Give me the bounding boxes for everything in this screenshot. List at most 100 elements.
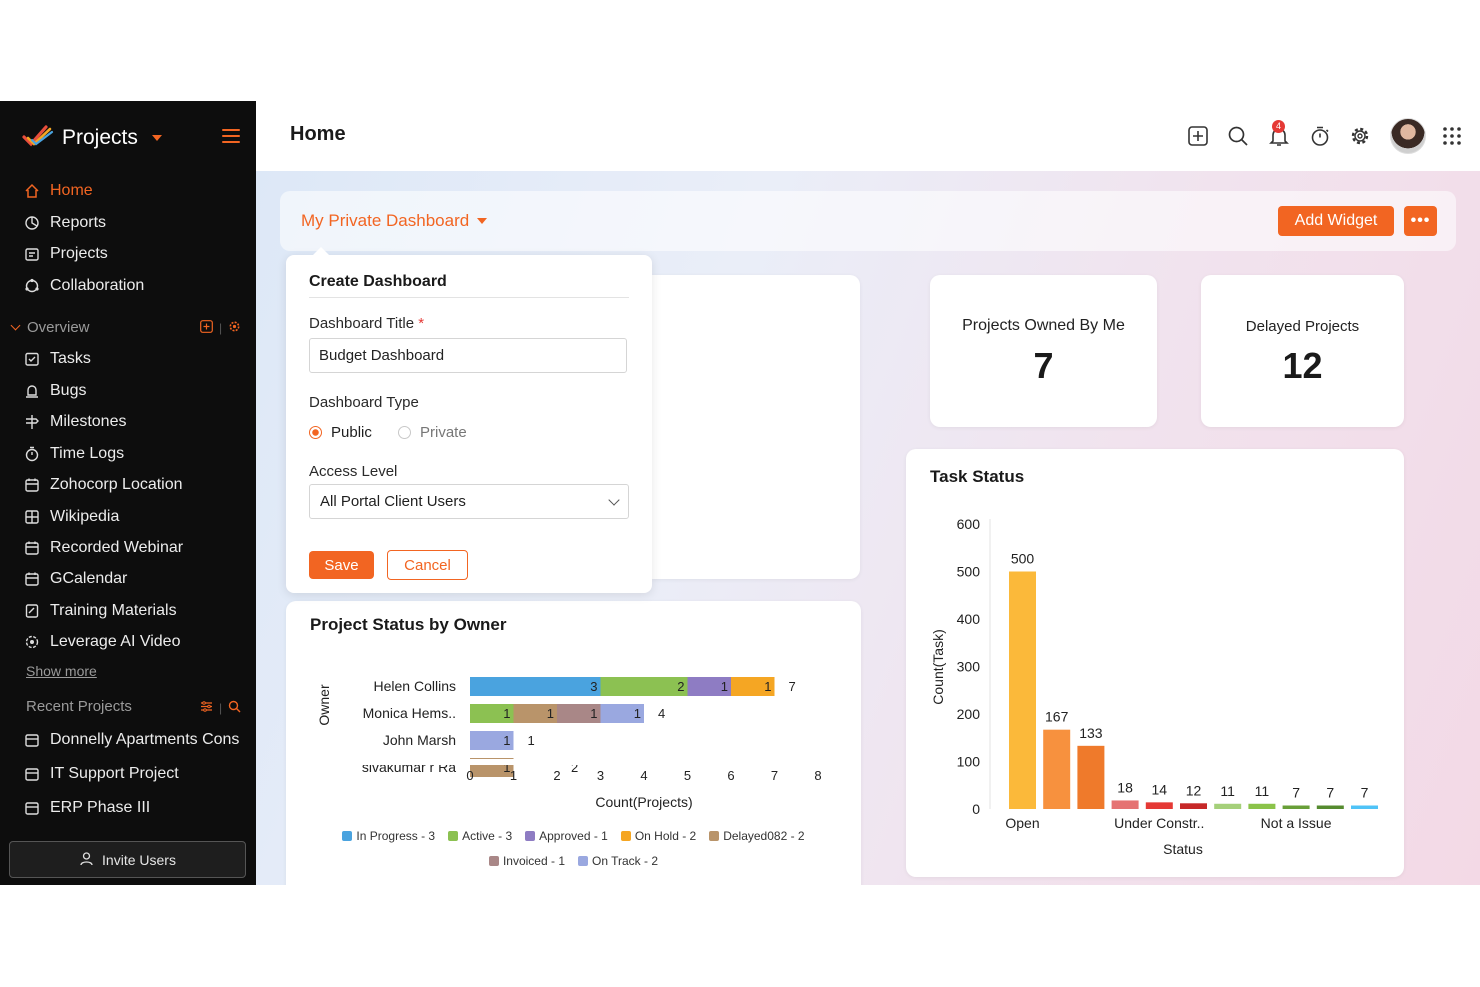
data-label: 1 [721, 679, 728, 694]
recent-projects-heading: Recent Projects [26, 698, 132, 715]
y-tick-label: Monica Hems.. [363, 705, 456, 721]
project-folder-icon [24, 732, 40, 748]
project-status-card: Project Status by Owner Helen Collins 3 2 1… [286, 601, 861, 885]
more-options-button[interactable]: ••• [1404, 206, 1437, 236]
sidebar-item-label: Bugs [50, 382, 87, 399]
gear-icon[interactable] [228, 320, 241, 336]
add-icon[interactable] [200, 320, 213, 336]
create-dashboard-popup: Create Dashboard Dashboard Title * Dashb… [286, 247, 652, 593]
legend-item[interactable]: Active - 3 [448, 829, 512, 843]
sidebar-item-training-materials[interactable]: Training Materials [24, 599, 177, 623]
dashboard-title-field[interactable] [309, 338, 627, 373]
sidebar-item-home[interactable]: Home [24, 179, 93, 203]
save-button[interactable]: Save [309, 551, 374, 579]
bar [1111, 800, 1139, 809]
kpi-value: 12 [1282, 345, 1323, 386]
total-label: 2 [571, 760, 578, 775]
add-widget-button[interactable]: Add Widget [1278, 206, 1394, 236]
recent-project-item[interactable]: IT Support Project [24, 763, 244, 785]
bar [1282, 805, 1310, 809]
y-tick-label: 100 [957, 754, 981, 770]
x-tick-label: 3 [597, 768, 604, 783]
sidebar-item-collaboration[interactable]: Collaboration [24, 274, 144, 298]
user-icon [79, 851, 94, 869]
sidebar-item-zohocorp-location[interactable]: Zohocorp Location [24, 473, 183, 497]
sidebar-item-tasks[interactable]: Tasks [24, 347, 91, 371]
show-more-link[interactable]: Show more [26, 663, 97, 679]
cancel-button[interactable]: Cancel [387, 550, 468, 580]
legend-item[interactable]: On Track - 2 [578, 854, 658, 868]
sidebar-item-recorded-webinar[interactable]: Recorded Webinar [24, 536, 183, 560]
y-tick-label: 300 [957, 659, 981, 675]
recent-projects-tools: | [200, 700, 241, 716]
apps-grid-icon[interactable] [1441, 125, 1463, 147]
divider [309, 297, 629, 298]
search-icon[interactable] [1227, 125, 1249, 147]
legend-item[interactable]: In Progress - 3 [342, 829, 435, 843]
popup-title: Create Dashboard [309, 273, 447, 290]
sidebar-item-reports[interactable]: Reports [24, 211, 106, 235]
dashboard-selector[interactable]: My Private Dashboard [301, 211, 488, 231]
bar-segment [687, 677, 731, 696]
filter-icon[interactable] [200, 700, 213, 716]
radio-public[interactable]: Public [309, 424, 372, 441]
access-level-select[interactable]: All Portal Client Users [309, 484, 629, 519]
recent-project-item[interactable]: ERP Phase III [24, 797, 244, 819]
bar [1077, 745, 1105, 809]
data-label: 133 [1079, 725, 1103, 741]
invite-users-button[interactable]: Invite Users [9, 841, 246, 878]
sidebar-item-bugs[interactable]: Bugs [24, 379, 86, 403]
legend-item[interactable]: Invoiced - 1 [488, 854, 565, 868]
data-label: 1 [547, 706, 554, 721]
bar [1043, 729, 1071, 809]
sidebar-item-gcalendar[interactable]: GCalendar [24, 567, 127, 591]
calendar-icon [24, 540, 40, 556]
bar-segment [600, 704, 644, 723]
add-icon[interactable] [1187, 125, 1209, 147]
legend-swatch [488, 856, 499, 866]
chart-legend: In Progress - 3 Active - 3 Approved - 1 On … [286, 829, 861, 843]
sidebar-item-milestones[interactable]: Milestones [24, 410, 126, 434]
wiki-icon [24, 509, 40, 525]
brand[interactable]: Projects [22, 123, 162, 153]
chart-title: Task Status [930, 467, 1025, 486]
y-tick-label: 500 [957, 564, 981, 580]
legend-label: On Track - 2 [592, 854, 659, 868]
y-tick-label: John Marsh [383, 732, 456, 748]
access-level-value: All Portal Client Users [320, 493, 466, 510]
recent-project-label: IT Support Project [50, 765, 179, 782]
sidebar-item-time-logs[interactable]: Time Logs [24, 442, 124, 466]
kpi-label: Delayed Projects [1245, 318, 1360, 335]
overview-section-heading[interactable]: Overview [10, 319, 90, 336]
task-status-chart: 0 100 200 300 400 500 600 500 167 133 18 14 12 11 11 7 7… [930, 516, 1378, 857]
data-label: 1 [764, 679, 771, 694]
kpi-card-projects-owned[interactable]: Projects Owned By Me 7 [930, 275, 1157, 427]
search-icon[interactable] [228, 700, 241, 716]
y-tick-label: 0 [972, 801, 980, 817]
timer-icon[interactable] [1309, 125, 1331, 147]
brand-caret-icon[interactable] [151, 135, 162, 141]
legend-item[interactable]: Delayed082 - 2 [709, 829, 805, 843]
ai-icon [24, 634, 40, 650]
x-axis-label: Status [1163, 841, 1203, 857]
sidebar-item-label: GCalendar [50, 570, 128, 587]
gear-icon[interactable] [1349, 125, 1371, 147]
legend-item[interactable]: Approved - 1 [525, 829, 608, 843]
radio-private[interactable]: Private [398, 424, 467, 441]
menu-toggle-icon[interactable] [222, 129, 240, 143]
sidebar-item-projects[interactable]: Projects [24, 242, 108, 266]
legend-swatch [342, 831, 353, 841]
recent-project-item[interactable]: Donnelly Apartments Cons [24, 729, 244, 751]
data-label: 18 [1117, 779, 1133, 795]
dashboard-title-label-text: Dashboard Title [309, 315, 415, 332]
legend-label: Active - 3 [462, 829, 513, 843]
avatar[interactable] [1390, 118, 1426, 154]
sidebar-item-leverage-ai-video[interactable]: Leverage AI Video [24, 630, 180, 654]
dashboard-type-label: Dashboard Type [309, 394, 419, 411]
bar-segment [470, 704, 514, 723]
sidebar-item-wikipedia[interactable]: Wikipedia [24, 505, 119, 529]
sidebar-item-label: Home [50, 182, 93, 199]
legend-item[interactable]: On Hold - 2 [620, 829, 696, 843]
kpi-card-delayed-projects[interactable]: Delayed Projects 12 [1201, 275, 1404, 427]
